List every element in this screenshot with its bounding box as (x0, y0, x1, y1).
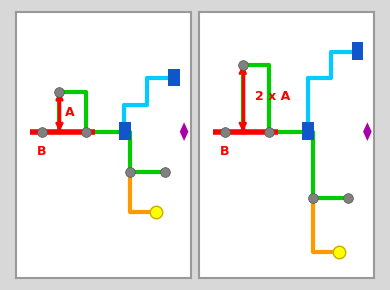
Polygon shape (180, 122, 188, 141)
Bar (352, 42, 363, 60)
Bar (119, 122, 131, 140)
Bar (168, 69, 180, 86)
Polygon shape (363, 122, 372, 141)
Text: B: B (220, 145, 229, 158)
Bar (303, 122, 314, 140)
Text: A: A (65, 106, 74, 119)
Text: B: B (37, 145, 46, 158)
Text: 2 x A: 2 x A (255, 90, 290, 104)
